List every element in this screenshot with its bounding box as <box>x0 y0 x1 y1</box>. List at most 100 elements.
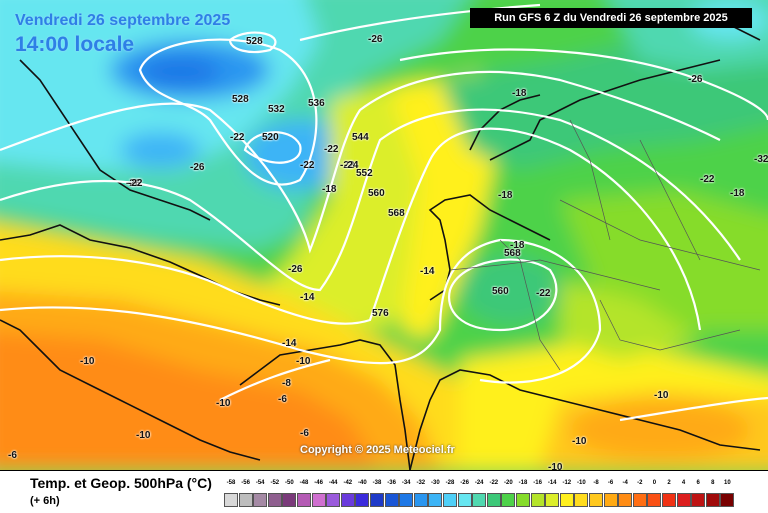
scale-value: -20 <box>504 480 513 486</box>
contour-label: 532 <box>268 104 285 115</box>
scale-swatch <box>720 493 735 507</box>
temp-label: -26 <box>368 34 383 45</box>
scale-swatch <box>238 493 253 507</box>
scale-value: -22 <box>489 480 499 486</box>
temp-label: -22 <box>230 132 245 143</box>
scale-value: -14 <box>547 480 557 486</box>
scale-swatch <box>632 493 647 507</box>
scale-swatch <box>662 493 676 507</box>
temp-label: -10 <box>80 356 95 367</box>
scale-value: -18 <box>518 480 528 486</box>
contour-label: 528 <box>232 94 249 105</box>
contour-label: 520 <box>262 132 279 143</box>
temp-label: -18 <box>512 88 527 99</box>
scale-value: 0 <box>652 480 657 486</box>
scale-swatch <box>413 493 428 507</box>
scale-value: -32 <box>416 480 426 486</box>
weather-map: Vendredi 26 septembre 2025 14:00 locale … <box>0 0 768 470</box>
scale-swatch <box>705 493 720 507</box>
map-canvas <box>0 0 768 470</box>
geopotential-contours <box>0 3 768 422</box>
scale-value: -44 <box>328 480 338 486</box>
scale-swatch <box>559 493 574 507</box>
temp-label: -18 <box>730 188 745 199</box>
scale-value: -48 <box>299 480 309 486</box>
temp-label: -14 <box>420 266 435 277</box>
temp-label: -14 <box>282 338 297 349</box>
temp-label: -6 <box>300 428 309 439</box>
temp-label: -10 <box>296 356 311 367</box>
temp-label: -22 <box>128 178 143 189</box>
scale-value: -12 <box>562 480 572 486</box>
temp-label: -18 <box>510 240 525 251</box>
temp-label: -22 <box>340 160 355 171</box>
scale-value: -36 <box>387 480 396 486</box>
legend-footer: Temp. et Geop. 500hPa (°C) (+ 6h) -58 -56… <box>0 470 768 513</box>
temp-label: -22 <box>536 288 551 299</box>
scale-swatch <box>370 493 384 507</box>
scale-swatch <box>530 493 545 507</box>
contour-label: 552 <box>356 168 373 179</box>
legend-title: Temp. et Geop. 500hPa (°C) <box>30 475 212 491</box>
contour-label: 560 <box>368 188 385 199</box>
temp-label: -6 <box>8 450 17 461</box>
scale-value: -40 <box>358 480 367 486</box>
borders <box>449 119 761 371</box>
date-title: Vendredi 26 septembre 2025 <box>15 12 231 29</box>
scale-swatch <box>574 493 589 507</box>
contour-label: 560 <box>492 286 509 297</box>
scale-swatch <box>516 493 530 507</box>
scale-swatch <box>297 493 311 507</box>
coastlines <box>0 9 761 470</box>
temp-label: -26 <box>190 162 205 173</box>
temp-label: -22 <box>324 144 339 155</box>
temp-label: -10 <box>136 430 151 441</box>
contour-label: 576 <box>372 308 389 319</box>
scale-swatch <box>399 493 414 507</box>
scale-value: 6 <box>696 480 700 486</box>
temp-label: -10 <box>572 436 587 447</box>
scale-value: -38 <box>372 480 382 486</box>
scale-swatch <box>618 493 633 507</box>
scale-swatch <box>457 493 472 507</box>
temp-label: -14 <box>300 292 315 303</box>
scale-value: 10 <box>724 480 731 486</box>
scale-swatch <box>472 493 487 507</box>
scale-swatch <box>384 493 399 507</box>
temp-label: -26 <box>288 264 303 275</box>
scale-swatch <box>501 493 516 507</box>
scale-swatch <box>311 493 326 507</box>
scale-value: -24 <box>474 480 484 486</box>
scale-swatch <box>545 493 560 507</box>
temp-label: -32 <box>754 154 768 165</box>
scale-value: -16 <box>533 480 542 486</box>
scale-value: 2 <box>667 480 671 486</box>
scale-value: -10 <box>577 480 586 486</box>
contour-label: 544 <box>352 132 369 143</box>
scale-swatch <box>486 493 501 507</box>
scale-value: -28 <box>445 480 455 486</box>
scale-value: -4 <box>622 480 628 486</box>
scale-value: -50 <box>285 480 294 486</box>
scale-swatch <box>603 493 618 507</box>
scale-value: -42 <box>343 480 353 486</box>
contour-label: 528 <box>246 36 263 47</box>
scale-swatch <box>428 493 443 507</box>
scale-swatch <box>355 493 370 507</box>
temp-label: -22 <box>300 160 315 171</box>
temp-label: -22 <box>700 174 715 185</box>
temp-label: -18 <box>498 190 513 201</box>
scale-value: -8 <box>593 480 599 486</box>
scale-value: 4 <box>681 480 686 486</box>
temperature-field <box>0 0 768 470</box>
scale-value: -58 <box>226 480 236 486</box>
scale-swatch <box>282 493 297 507</box>
time-title: 14:00 locale <box>15 33 135 56</box>
contour-label: 568 <box>388 208 405 219</box>
legend-subtitle: (+ 6h) <box>30 495 60 507</box>
temp-label: -18 <box>322 184 337 195</box>
scale-value: -56 <box>241 480 250 486</box>
scale-swatch <box>340 493 355 507</box>
scale-value: -2 <box>637 480 643 486</box>
scale-swatch <box>443 493 457 507</box>
